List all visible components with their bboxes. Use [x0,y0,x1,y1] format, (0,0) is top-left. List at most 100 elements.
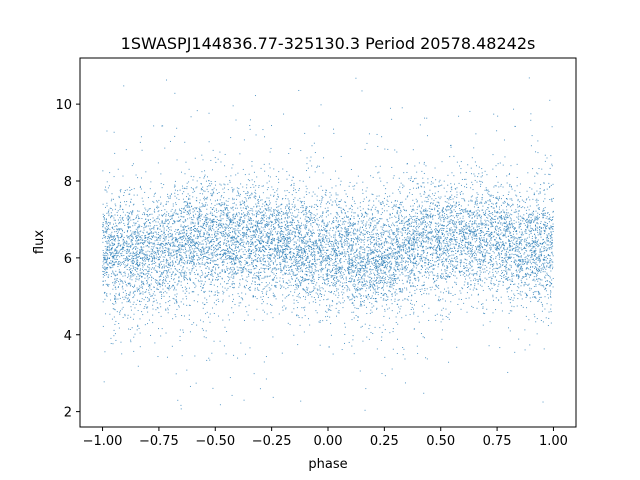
data-point [268,262,270,264]
data-point [533,255,535,257]
data-point [272,317,274,319]
data-point [241,275,243,277]
data-point [103,267,105,269]
data-point [149,228,151,230]
data-point [487,217,489,219]
data-point [396,266,398,268]
data-point [227,211,229,213]
data-point [277,219,279,221]
data-point [159,267,161,269]
data-point [345,233,347,235]
data-point [335,226,337,228]
data-point [427,236,429,238]
data-point [500,204,502,206]
data-point [542,238,544,240]
data-point [492,250,494,252]
data-point [205,180,207,182]
data-point [222,293,224,295]
data-point [464,258,466,260]
data-point [498,208,500,210]
data-point [482,289,484,291]
data-point [502,281,504,283]
data-point [337,269,339,271]
data-point [376,256,378,258]
data-point [397,243,399,245]
data-point [246,261,248,263]
data-point [131,262,133,264]
data-point [288,228,290,230]
data-point [418,262,420,264]
data-point [408,247,410,249]
data-point [239,216,241,218]
data-point [538,259,540,261]
data-point [193,251,195,253]
data-point [503,200,505,202]
data-point [345,236,347,238]
data-point [200,270,202,272]
data-point [157,216,159,218]
data-point [285,266,287,268]
data-point [116,279,118,281]
data-point [394,205,396,207]
data-point [111,236,113,238]
data-point [231,258,233,260]
data-point [402,299,404,301]
data-point [417,285,419,287]
data-point [297,315,299,317]
data-point [509,213,511,215]
data-point [249,255,251,257]
data-point [144,269,146,271]
data-point [360,288,362,290]
data-point [283,238,285,240]
data-point [285,282,287,284]
data-point [150,274,152,276]
data-point [428,215,430,217]
data-point [275,214,277,216]
data-point [518,224,520,226]
data-point [348,266,350,268]
data-point [262,264,264,266]
data-point [164,279,166,281]
data-point [478,223,480,225]
data-point [474,211,476,213]
data-point [258,240,260,242]
data-point [224,203,226,205]
data-point [476,196,478,198]
data-point [540,271,542,273]
data-point [262,219,264,221]
data-point [543,209,545,211]
data-point [148,299,150,301]
data-point [177,240,179,242]
data-point [115,258,117,260]
data-point [111,239,113,241]
data-point [115,293,117,295]
data-point [418,218,420,220]
data-point [223,210,225,212]
data-point [309,260,311,262]
data-point [498,199,500,201]
data-point [276,252,278,254]
data-point [147,272,149,274]
data-point [417,246,419,248]
data-point [249,286,251,288]
data-point [117,263,119,265]
data-point [324,229,326,231]
data-point [284,261,286,263]
data-point [259,260,261,262]
data-point [433,246,435,248]
data-point [327,207,329,209]
data-point [355,257,356,259]
data-point [205,217,207,219]
data-point [198,226,200,228]
data-point [206,311,208,313]
data-point [336,264,338,266]
data-point [437,232,439,234]
data-point [146,257,148,259]
data-point [312,301,314,303]
data-point [492,275,494,277]
data-point [498,236,500,238]
data-point [545,268,547,270]
data-point [161,328,163,330]
data-point [286,282,288,284]
data-point [244,232,246,234]
